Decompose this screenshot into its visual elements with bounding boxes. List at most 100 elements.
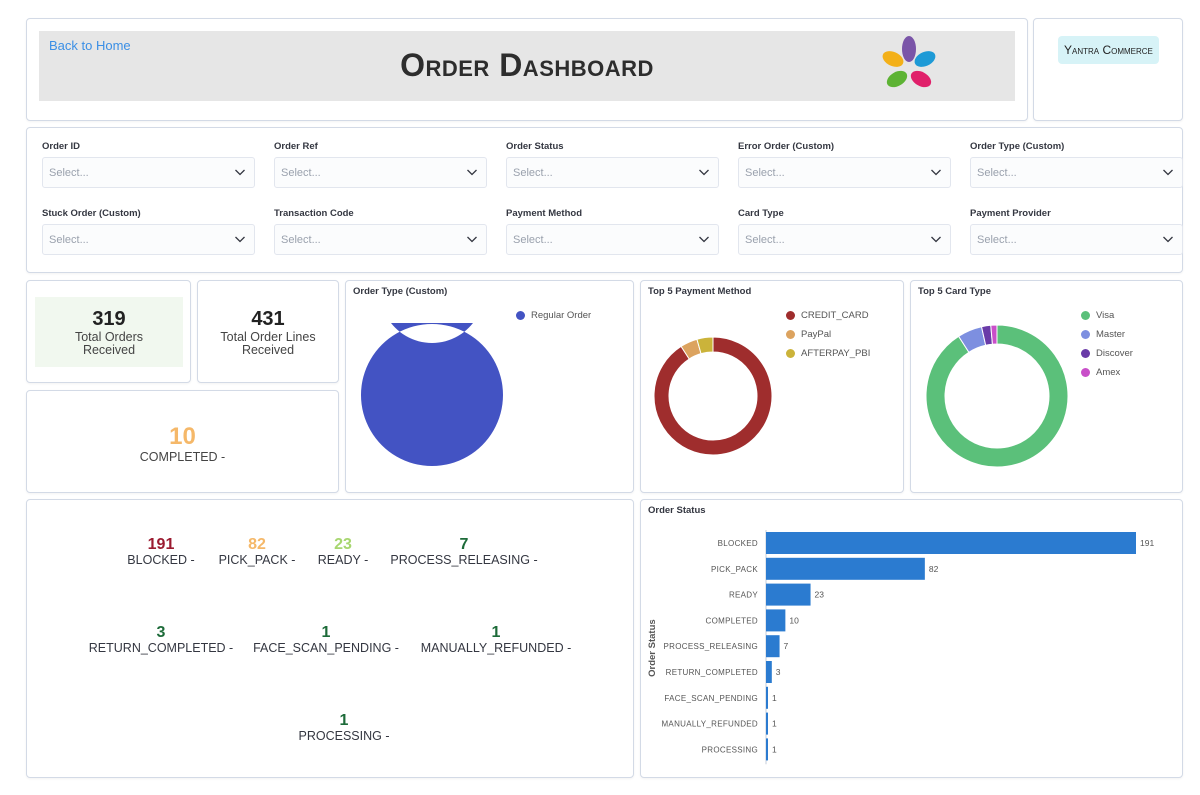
data-label-processing: 1 [772,744,777,754]
status-count-processing: 1 PROCESSING - [299,712,390,744]
total-lines-label-2: Received [241,343,295,357]
filter-select-order-id[interactable]: Select... [42,157,255,188]
payment-method-donut [653,336,773,456]
status-count-manually-refunded: 1 MANUALLY_REFUNDED - [421,625,572,656]
filter-select-payment-provider[interactable]: Select... [970,224,1183,255]
bar-face-scan-pending[interactable] [766,686,768,709]
filter-select-payment-method[interactable]: Select... [506,224,719,255]
status-count-label: RETURN_COMPLETED - [88,641,234,655]
legend-item-afterpay-pbi[interactable]: AFTERPAY_PBI [786,344,870,363]
filter-select-order-ref[interactable]: Select... [274,157,487,188]
order-type-donut [360,323,503,466]
data-label-return-completed: 3 [776,667,781,677]
filter-placeholder: Select... [977,167,1017,179]
tick-label-pick-pack: PICK_PACK [711,565,758,574]
filter-group: Transaction Code Select... [274,208,487,255]
tick-label-blocked: BLOCKED [718,539,758,548]
chart-title: Order Type (Custom) [353,286,448,297]
chart-title: Order Status [648,505,706,516]
brand-badge[interactable]: Yantra Commerce [1058,36,1159,64]
chevron-down-icon [1163,169,1173,176]
order-type-chart-panel: Order Type (Custom) Regular Order [345,280,634,493]
legend-item-visa[interactable]: Visa [1081,306,1133,325]
status-count-blocked: 191 BLOCKED - [127,537,194,568]
legend-dot-icon [516,311,525,320]
slice-visa[interactable] [925,324,1069,468]
slice-credit-card[interactable] [653,336,773,456]
back-to-home-link[interactable]: Back to Home [49,38,131,53]
data-label-ready: 23 [815,590,825,600]
chevron-down-icon [235,236,245,243]
legend-item-regular-order[interactable]: Regular Order [516,306,591,325]
tick-label-face-scan-pending: FACE_SCAN_PENDING [664,694,758,703]
tick-label-completed: COMPLETED [706,616,759,625]
status-count-value: 7 [459,536,469,553]
filter-select-stuck-order-custom[interactable]: Select... [42,224,255,255]
legend-dot-icon [1081,330,1090,339]
bar-blocked[interactable] [766,532,1136,554]
status-count-value: 3 [156,624,166,641]
status-count-pick-pack: 82 PICK_PACK - [218,537,296,568]
legend-item-paypal[interactable]: PayPal [786,325,870,344]
filter-placeholder: Select... [49,234,89,246]
card-type-donut [925,324,1069,468]
slice-afterpay-pbi[interactable] [696,336,714,355]
filter-select-order-type-custom[interactable]: Select... [970,157,1183,188]
filter-label-payment-provider: Payment Provider [970,208,1051,219]
filter-group: Card Type Select... [738,208,951,255]
filter-placeholder: Select... [745,167,785,179]
legend-label: Discover [1096,348,1133,359]
header-banner: Back to Home Order Dashboard [39,31,1015,101]
bar-return-completed[interactable] [766,661,772,683]
status-count-face-scan-pending: 1 FACE_SCAN_PENDING - [253,624,399,656]
completed-label: COMPLETED - [139,450,226,464]
card-type-legend: Visa Master Discover Amex [1081,306,1133,382]
data-label-process-releasing: 7 [784,641,789,651]
legend-dot-icon [1081,311,1090,320]
total-lines-metric: 431 Total Order Lines Received [198,308,338,357]
legend-label: Visa [1096,310,1115,321]
filter-label-payment-method: Payment Method [506,208,583,219]
status-count-process-releasing: 7 PROCESS_RELEASING - [390,536,537,568]
data-label-completed: 10 [789,615,799,625]
legend-item-master[interactable]: Master [1081,325,1133,344]
legend-item-discover[interactable]: Discover [1081,344,1133,363]
filter-placeholder: Select... [977,234,1017,246]
brand-panel: Yantra Commerce [1033,18,1183,121]
filter-group: Order Status Select... [506,141,719,188]
bar-processing[interactable] [766,738,768,761]
chevron-down-icon [699,236,709,243]
slice-regular-order[interactable] [360,323,503,466]
filter-select-card-type[interactable]: Select... [738,224,951,255]
y-axis-title: Order Status [647,619,658,677]
total-orders-label-2: Received [82,343,136,357]
filter-label-transaction-code: Transaction Code [274,208,354,219]
filter-group: Order Type (Custom) Select... [970,141,1183,188]
bar-completed[interactable] [766,609,786,632]
filter-select-transaction-code[interactable]: Select... [274,224,487,255]
legend-item-amex[interactable]: Amex [1081,363,1133,382]
legend-label: AFTERPAY_PBI [801,348,871,359]
filter-select-order-status[interactable]: Select... [506,157,719,188]
total-orders-label: Total Orders [74,330,144,344]
filter-placeholder: Select... [49,167,89,179]
bar-process-releasing[interactable] [766,635,780,658]
bar-pick-pack[interactable] [766,557,925,580]
chevron-down-icon [467,169,477,176]
completed-metric: 10 COMPLETED - [27,423,338,464]
tick-label-manually-refunded: MANUALLY_REFUNDED [661,720,758,729]
legend-item-credit-card[interactable]: CREDIT_CARD [786,306,870,325]
filter-select-error-order-custom[interactable]: Select... [738,157,951,188]
status-count-ready: 23 READY - [318,537,368,568]
bar-ready[interactable] [766,583,811,606]
status-count-label: PICK_PACK - [218,553,296,567]
tick-label-ready: READY [729,591,758,600]
bar-manually-refunded[interactable] [766,712,768,735]
legend-dot-icon [786,349,795,358]
status-count-value: 1 [321,624,331,641]
slice-amex[interactable] [990,324,998,345]
legend-label: Regular Order [531,310,592,321]
legend-label: CREDIT_CARD [801,310,869,321]
status-count-value: 1 [339,712,349,729]
filter-group: Order ID Select... [42,141,255,188]
